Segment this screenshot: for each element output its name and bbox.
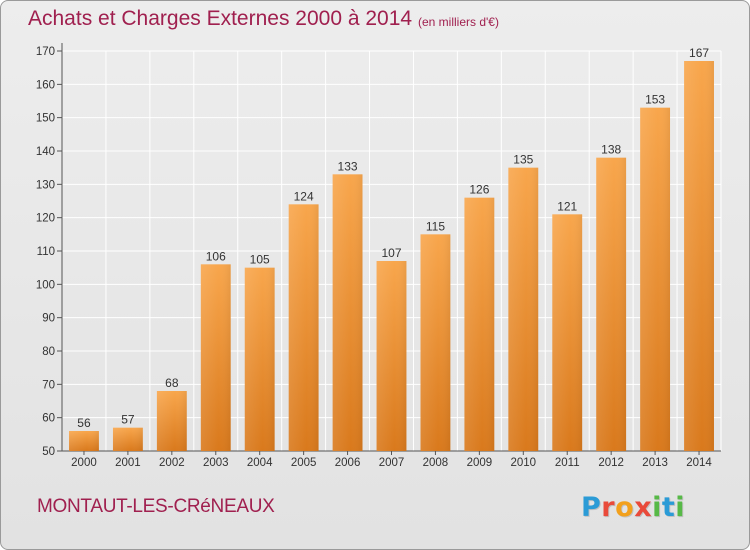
bar-highlight bbox=[244, 267, 275, 451]
bar-highlight bbox=[508, 167, 539, 451]
x-tick-label: 2009 bbox=[467, 457, 493, 469]
data-label: 107 bbox=[381, 246, 401, 260]
x-tick-label: 2004 bbox=[247, 457, 273, 469]
x-tick-label: 2007 bbox=[379, 457, 405, 469]
bar-highlight bbox=[464, 197, 495, 451]
bar-highlight bbox=[69, 431, 99, 451]
y-tick-label: 60 bbox=[42, 413, 55, 425]
bar-highlight bbox=[552, 214, 583, 451]
chart-title: Achats et Charges Externes 2000 à 2014 bbox=[28, 7, 413, 30]
bar-highlight bbox=[420, 234, 451, 451]
data-label: 56 bbox=[77, 416, 91, 430]
x-tick-label: 2001 bbox=[115, 457, 141, 469]
y-tick-label: 130 bbox=[36, 179, 55, 191]
bars bbox=[69, 61, 714, 452]
y-tick-label: 90 bbox=[42, 313, 55, 325]
y-tick-label: 70 bbox=[42, 379, 55, 391]
x-tick-label: 2006 bbox=[335, 457, 361, 469]
data-label: 153 bbox=[645, 93, 665, 107]
y-tick-label: 100 bbox=[36, 279, 55, 291]
data-label: 126 bbox=[469, 183, 489, 197]
data-label: 167 bbox=[689, 46, 709, 60]
x-tick-label: 2002 bbox=[159, 457, 185, 469]
data-label: 105 bbox=[250, 253, 270, 267]
y-tick-label: 110 bbox=[37, 246, 55, 258]
x-tick-label: 2003 bbox=[203, 457, 229, 469]
y-tick-label: 150 bbox=[36, 113, 55, 125]
bar-highlight bbox=[200, 264, 231, 451]
data-labels: 56 57 68 106 105 124 133 107 115 126 135 121 138 153 1… bbox=[77, 46, 709, 430]
bar-highlight bbox=[376, 261, 407, 451]
data-label: 115 bbox=[426, 219, 445, 233]
data-label: 121 bbox=[557, 199, 577, 213]
data-label: 135 bbox=[513, 153, 533, 167]
y-tick-label: 120 bbox=[36, 213, 55, 225]
proxiti-logo: Proxiti bbox=[581, 492, 686, 523]
bar-highlight bbox=[332, 174, 363, 452]
y-tick-label: 50 bbox=[42, 446, 55, 458]
x-tick-label: 2012 bbox=[598, 457, 624, 469]
bar-highlight bbox=[156, 391, 187, 451]
y-tick-label: 80 bbox=[42, 346, 55, 358]
x-tick-label: 2010 bbox=[511, 457, 537, 469]
bar-highlight bbox=[640, 107, 671, 452]
y-tick-label: 140 bbox=[36, 146, 55, 158]
chart-subtitle: (en milliers d'€) bbox=[418, 15, 499, 29]
data-label: 138 bbox=[601, 143, 621, 157]
y-tick-label: 170 bbox=[36, 46, 55, 58]
x-tick-label: 2000 bbox=[71, 457, 97, 469]
bar-highlight bbox=[684, 61, 714, 451]
data-label: 133 bbox=[338, 159, 358, 173]
x-tick-label: 2014 bbox=[686, 457, 712, 469]
data-label: 57 bbox=[121, 413, 135, 427]
bar-highlight bbox=[112, 427, 143, 451]
data-label: 68 bbox=[165, 376, 179, 390]
x-tick-label: 2008 bbox=[423, 457, 449, 469]
y-tick-label: 160 bbox=[36, 79, 55, 91]
x-tick-label: 2011 bbox=[555, 457, 580, 469]
data-label: 124 bbox=[294, 189, 314, 203]
bar-highlight bbox=[288, 204, 319, 451]
x-tick-label: 2005 bbox=[291, 457, 317, 469]
bar-highlight bbox=[596, 157, 627, 451]
data-label: 106 bbox=[206, 249, 226, 263]
x-tick-label: 2013 bbox=[642, 457, 668, 469]
commune-name: MONTAUT-LES-CRéNEAUX bbox=[37, 496, 275, 517]
